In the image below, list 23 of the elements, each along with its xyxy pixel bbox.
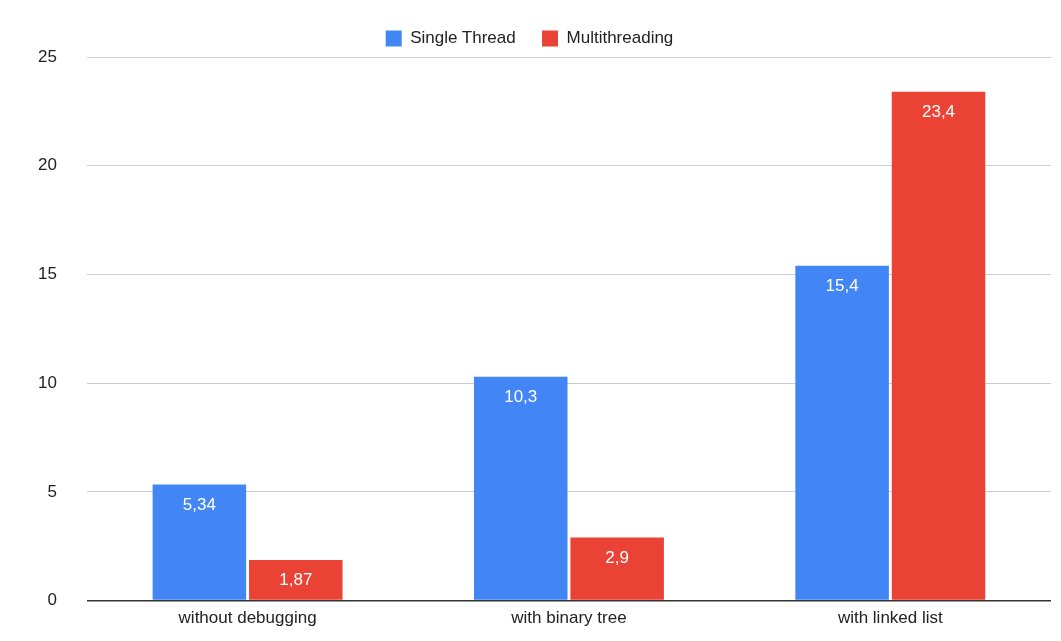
y-tick-label: 20 — [37, 155, 57, 175]
bar — [473, 376, 568, 600]
data-label: 5,34 — [182, 494, 216, 514]
data-label: 15,4 — [825, 275, 859, 295]
x-tick-label: without debugging — [177, 608, 317, 628]
bar — [152, 484, 247, 600]
y-tick-label: 0 — [47, 590, 57, 610]
bar — [249, 559, 343, 600]
y-tick-label: 15 — [37, 264, 57, 284]
data-label: 10,3 — [504, 386, 538, 406]
y-tick-label: 25 — [37, 46, 57, 66]
data-label: 1,87 — [279, 570, 313, 590]
x-tick-label: with binary tree — [510, 608, 627, 628]
y-tick-label: 10 — [37, 372, 57, 392]
y-tick-label: 5 — [47, 481, 57, 501]
data-label: 23,4 — [921, 101, 956, 121]
bar — [570, 537, 664, 600]
bar — [891, 91, 986, 600]
legend-label: Multithreading — [566, 28, 674, 48]
data-label: 2,9 — [605, 547, 629, 567]
x-tick-label: with linked list — [836, 608, 944, 628]
bar — [795, 265, 889, 600]
legend-label: Single Thread — [410, 28, 516, 48]
